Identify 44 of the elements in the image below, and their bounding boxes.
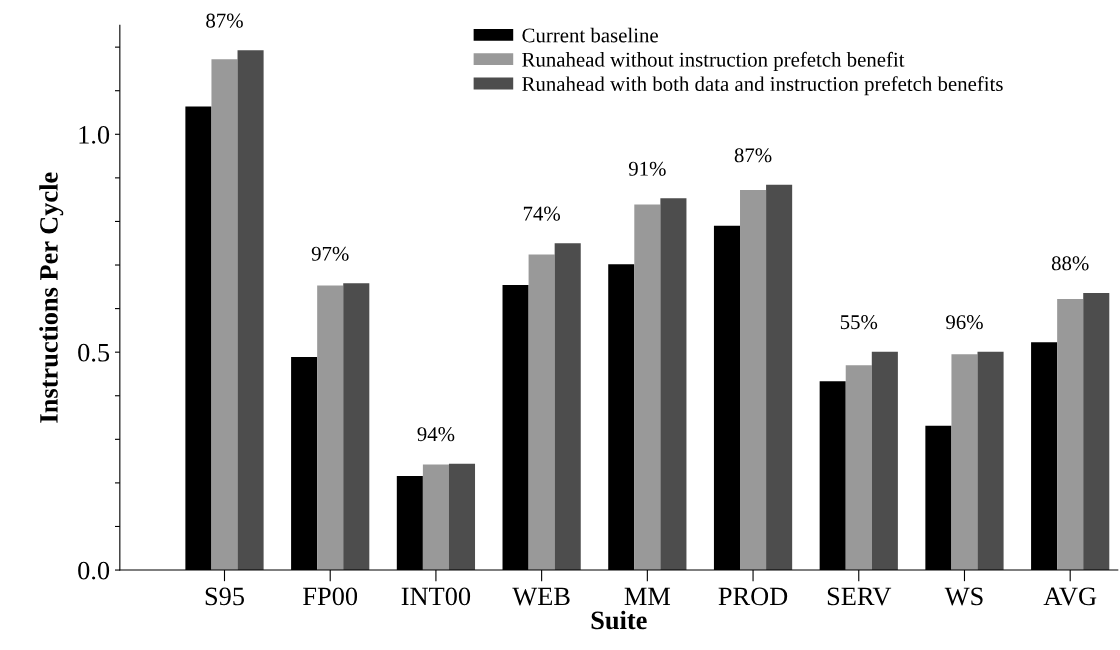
bar bbox=[634, 204, 661, 571]
bar bbox=[343, 283, 370, 571]
legend-label: Runahead with both data and instruction prefetch benefits bbox=[522, 76, 1003, 96]
x-tick-label: PROD bbox=[718, 587, 788, 606]
x-tick-label: FP00 bbox=[303, 587, 358, 606]
bar bbox=[951, 354, 978, 571]
y-tick-label: 0.0 bbox=[78, 561, 110, 580]
x-tick-label: INT00 bbox=[401, 587, 471, 606]
annotation: 88% bbox=[1051, 256, 1089, 271]
bar bbox=[528, 254, 555, 571]
bar bbox=[237, 50, 264, 571]
bar bbox=[422, 464, 449, 571]
x-axis-title: Suite bbox=[591, 610, 647, 630]
bar bbox=[211, 59, 238, 571]
x-tick-label: WS bbox=[944, 587, 983, 606]
x-tick-label: AVG bbox=[1043, 587, 1097, 606]
legend-label: Runahead without instruction prefetch benefit bbox=[522, 51, 905, 71]
bar bbox=[740, 190, 767, 571]
bar bbox=[554, 243, 581, 571]
x-tick-label: S95 bbox=[205, 587, 244, 606]
annotation: 94% bbox=[417, 427, 455, 442]
annotation: 97% bbox=[311, 246, 349, 261]
y-axis-title: Instructions Per Cycle bbox=[39, 172, 64, 423]
x-tick-label: SERV bbox=[827, 587, 892, 606]
annotation: 55% bbox=[840, 315, 878, 330]
bar bbox=[766, 184, 793, 571]
bar bbox=[448, 463, 476, 571]
bar bbox=[1083, 292, 1110, 571]
bar bbox=[1057, 299, 1084, 571]
annotation: 91% bbox=[628, 161, 666, 176]
legend-label: Current baseline bbox=[522, 27, 658, 43]
annotation: 87% bbox=[734, 148, 772, 163]
y-tick-label: 1.0 bbox=[79, 125, 110, 144]
y-tick-label: 0.5 bbox=[78, 343, 110, 362]
annotation: 74% bbox=[523, 206, 561, 221]
x-tick-label: WEB bbox=[512, 587, 570, 606]
x-tick-label: MM bbox=[624, 587, 671, 606]
bar bbox=[871, 351, 898, 571]
bar bbox=[317, 285, 344, 571]
bar bbox=[660, 198, 687, 571]
annotation: 87% bbox=[206, 13, 243, 28]
bar bbox=[977, 351, 1004, 571]
annotation: 96% bbox=[946, 315, 983, 330]
bar bbox=[845, 365, 872, 571]
